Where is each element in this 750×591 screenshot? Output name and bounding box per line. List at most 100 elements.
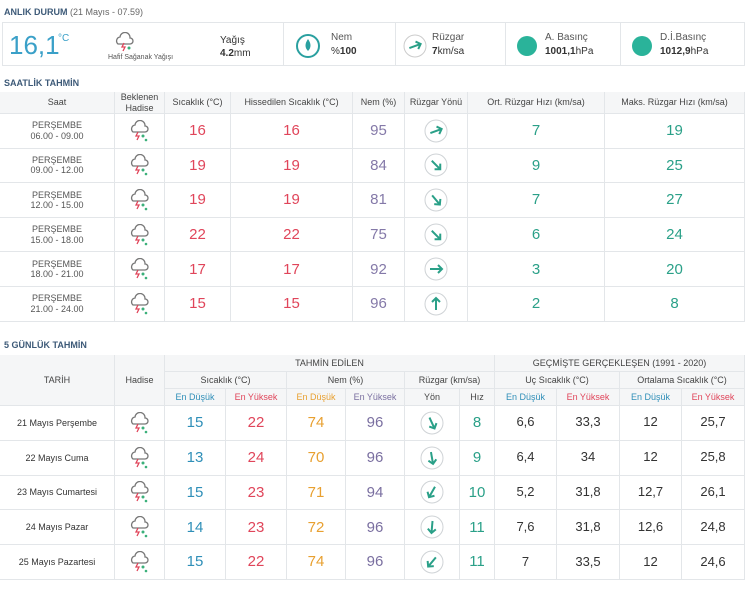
lightning (134, 527, 140, 537)
sea-pressure-icon (632, 36, 652, 56)
current-condition: Hafif Sağanak Yağışı (108, 54, 174, 61)
lightning (134, 304, 140, 314)
day: PERŞEMBE (31, 120, 82, 131)
column-header: Sıcaklık (°C) (165, 92, 231, 114)
wind-max-cell: 20 (605, 252, 745, 287)
weather-icon (130, 551, 149, 573)
hum-max-cell: 96 (346, 406, 405, 441)
temp-cell: 17 (165, 252, 231, 287)
extreme-header: Uç Sıcaklık (°C) (495, 372, 620, 389)
day: PERŞEMBE (31, 189, 82, 200)
cloud (130, 258, 149, 271)
separator (395, 22, 396, 66)
current-header: ANLIK DURUM (21 Mayıs - 07.59) (4, 7, 143, 17)
wind-avg-cell: 3 (468, 252, 605, 287)
sub-header: En Yüksek (346, 389, 405, 406)
sub-header: En Düşük (620, 389, 682, 406)
drop (141, 238, 144, 242)
feels-cell: 22 (231, 217, 353, 253)
drop (141, 168, 144, 172)
hum-max-cell: 96 (346, 440, 405, 476)
time-cell: PERŞEMBE 15.00 - 18.00 (0, 217, 115, 253)
time-cell: PERŞEMBE 06.00 - 09.00 (0, 114, 115, 149)
wind-direction-cell (405, 475, 460, 511)
temp-max-cell: 23 (226, 475, 287, 511)
drop (144, 534, 147, 538)
ext-max-cell: 33,5 (557, 545, 620, 580)
drop (141, 565, 144, 569)
humidity-label: Nem (331, 32, 353, 43)
wind-max-cell: 25 (605, 148, 745, 184)
cloud (130, 481, 149, 495)
time-cell: PERŞEMBE 18.00 - 21.00 (0, 252, 115, 287)
wind-avg-cell: 9 (468, 148, 605, 184)
cloud (130, 411, 149, 425)
drop (305, 39, 311, 51)
wind-cell: 11 (460, 510, 495, 546)
wind-direction (424, 292, 448, 316)
avg-min-cell: 12,7 (620, 475, 682, 511)
column-header: Rüzgar Yönü (405, 92, 468, 114)
temp-min-cell: 13 (165, 440, 226, 476)
arrow (431, 160, 442, 171)
event-cell (115, 114, 165, 149)
wind-cell: 11 (460, 545, 495, 580)
sub-header: En Düşük (287, 389, 346, 406)
temp-max-cell: 24 (226, 440, 287, 476)
current-temperature: 16,1 (9, 30, 60, 60)
precip-value: 4.2 (220, 48, 234, 59)
arrow (431, 194, 442, 206)
event-cell (115, 440, 165, 476)
cloud (115, 32, 134, 45)
drop (141, 307, 144, 311)
lightning (134, 423, 140, 433)
drop (141, 203, 144, 207)
time-cell: PERŞEMBE 21.00 - 24.00 (0, 287, 115, 322)
time-range: 15.00 - 18.00 (30, 234, 84, 245)
temp-cell: 19 (165, 148, 231, 184)
sub-header: En Yüksek (226, 389, 287, 406)
weather-icon (130, 188, 149, 211)
event-cell (115, 545, 165, 580)
pressure-value: 1001,1 (545, 46, 576, 57)
daily-title: 5 GÜNLÜK TAHMİN (4, 340, 87, 350)
event-cell (115, 252, 165, 287)
drop (144, 276, 147, 280)
ext-min-cell: 7 (495, 545, 557, 580)
drop (144, 569, 147, 573)
humidity-cell: 81 (353, 183, 405, 218)
avg-max-cell: 26,1 (682, 475, 745, 511)
wind-direction-cell (405, 183, 468, 218)
wind-direction-cell (405, 287, 468, 322)
sub-header: En Yüksek (682, 389, 745, 406)
cloud (130, 516, 149, 529)
humidity-prefix: % (331, 46, 340, 57)
icon-dot (632, 36, 652, 56)
wind-direction-cell (405, 148, 468, 184)
avg-max-cell: 25,8 (682, 440, 745, 476)
temp-min-cell: 15 (165, 406, 226, 441)
humidity-cell: 96 (353, 287, 405, 322)
date-cell: 25 Mayıs Pazartesi (0, 545, 115, 580)
weather-icon (130, 154, 149, 176)
lightning (134, 235, 140, 244)
event-cell (115, 148, 165, 184)
drop (141, 134, 144, 138)
time-range: 18.00 - 21.00 (30, 269, 84, 280)
hum-max-cell: 96 (346, 545, 405, 580)
avg-min-cell: 12 (620, 545, 682, 580)
wind-direction-cell (405, 217, 468, 253)
avg-min-cell: 12,6 (620, 510, 682, 546)
cloud (130, 551, 149, 564)
wind-direction (424, 119, 448, 143)
avg-max-cell: 24,8 (682, 510, 745, 546)
column-header: Ort. Rüzgar Hızı (km/sa) (468, 92, 605, 114)
drop (141, 272, 144, 276)
avg-min-cell: 12 (620, 406, 682, 441)
hum-min-cell: 74 (287, 545, 346, 580)
sea-pressure-unit: hPa (690, 46, 709, 57)
day: PERŞEMBE (31, 155, 82, 166)
hum-min-cell: 72 (287, 510, 346, 546)
wind-direction-cell (405, 114, 468, 149)
wind-cell: 9 (460, 440, 495, 476)
